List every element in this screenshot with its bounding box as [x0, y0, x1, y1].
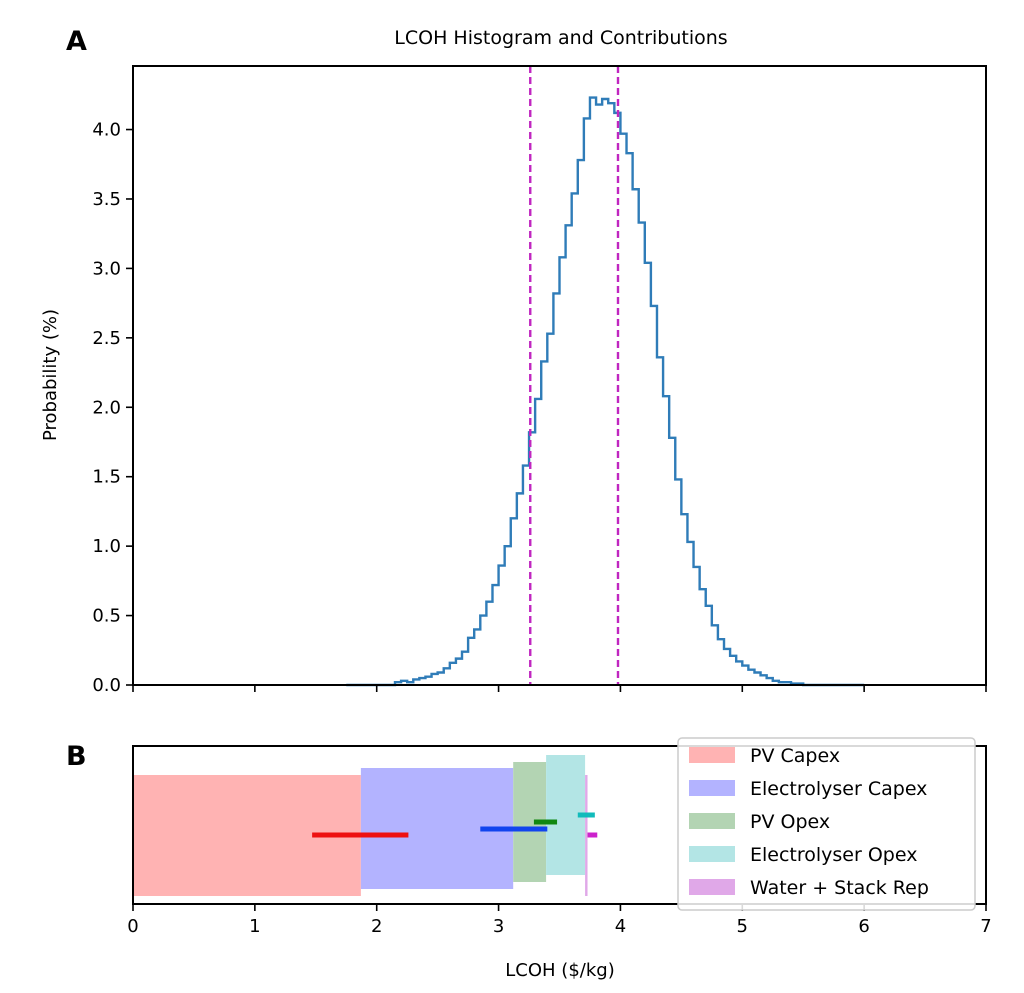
bar-water-stack-rep — [585, 775, 588, 896]
histogram-x-ticks — [132, 685, 987, 692]
panel-a-letter: A — [66, 26, 87, 57]
panel-a: A LCOH Histogram and Contributions 0.00.… — [40, 26, 987, 696]
histogram-plot-area — [346, 66, 865, 687]
y-tick-label: 0.0 — [92, 675, 121, 696]
legend-swatch — [689, 879, 735, 895]
x-tick-label: 4 — [615, 916, 626, 937]
legend-label: Electrolyser Opex — [750, 844, 917, 866]
y-tick-label: 0.5 — [92, 606, 121, 627]
x-tick-label: 5 — [737, 916, 748, 937]
legend-swatch — [689, 813, 735, 829]
x-tick-label: 7 — [980, 916, 991, 937]
legend-swatch — [689, 846, 735, 862]
histogram-y-ticks: 0.0 0.5 1.0 1.5 2.0 2.5 3.0 3.5 4.0 — [92, 120, 133, 696]
legend-label: Water + Stack Rep — [750, 877, 929, 899]
legend-label: Electrolyser Capex — [750, 778, 927, 800]
y-axis-label: Probability (%) — [40, 309, 61, 441]
histogram-step-line — [346, 96, 865, 687]
legend-swatch — [689, 780, 735, 796]
x-tick-label: 3 — [493, 916, 504, 937]
panel-b-letter: B — [66, 741, 87, 772]
x-tick-label: 6 — [858, 916, 869, 937]
contributions-plot-area — [133, 755, 598, 896]
legend-label: PV Capex — [750, 745, 840, 767]
y-tick-label: 1.5 — [92, 467, 121, 488]
x-tick-label: 1 — [249, 916, 260, 937]
legend-label: PV Opex — [750, 811, 830, 833]
panel-b: B 0 1 2 3 4 5 6 7 LCOH ($/kg) PV Capex Electroly… — [66, 737, 992, 981]
y-tick-label: 1.0 — [92, 536, 121, 557]
contributions-frame — [132, 745, 987, 905]
x-tick-label: 2 — [371, 916, 382, 937]
legend-frame — [677, 737, 976, 911]
legend: PV Capex Electrolyser Capex PV Opex Electro… — [677, 737, 976, 911]
y-tick-label: 2.5 — [92, 328, 121, 349]
y-tick-label: 2.0 — [92, 397, 121, 418]
y-tick-label: 3.0 — [92, 258, 121, 279]
y-tick-label: 4.0 — [92, 120, 121, 141]
histogram-frame — [132, 65, 987, 686]
y-tick-label: 3.5 — [92, 189, 121, 210]
contributions-x-ticks: 0 1 2 3 4 5 6 7 — [127, 904, 992, 937]
x-axis-label: LCOH ($/kg) — [505, 960, 614, 981]
chart-title: LCOH Histogram and Contributions — [394, 27, 727, 49]
x-tick-label: 0 — [127, 916, 138, 937]
legend-swatch — [689, 747, 735, 763]
